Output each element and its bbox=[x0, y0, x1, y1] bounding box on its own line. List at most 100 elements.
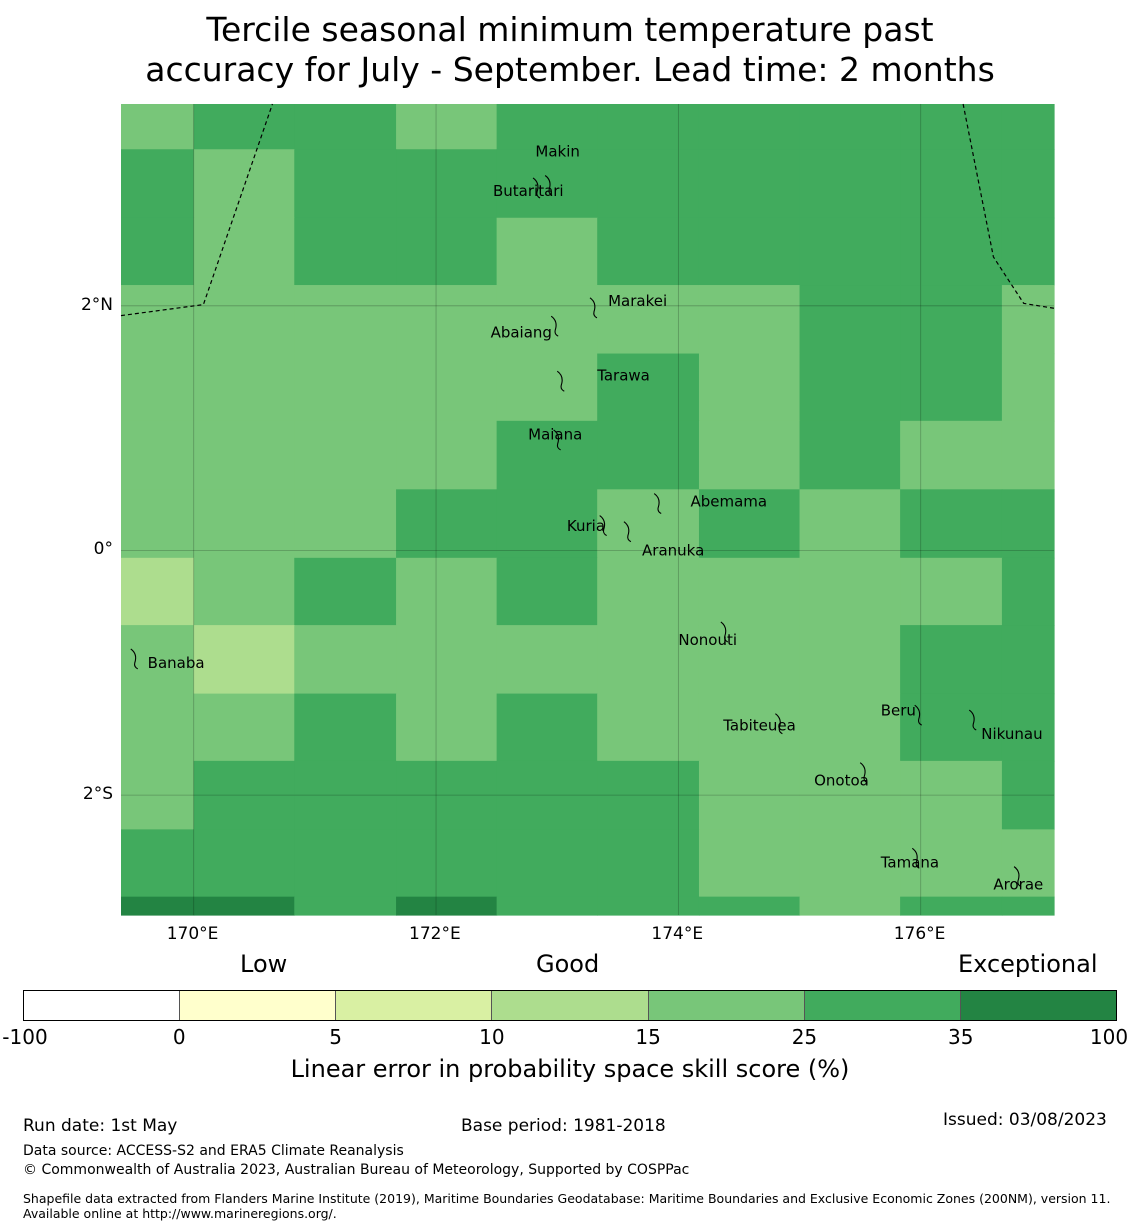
longitude-tick-label: 170°E bbox=[166, 924, 219, 944]
skill-cell bbox=[496, 829, 598, 898]
skill-cell bbox=[597, 625, 700, 695]
longitude-tick-label: 172°E bbox=[409, 924, 461, 944]
island-label: Banaba bbox=[148, 654, 205, 672]
skill-cell bbox=[799, 760, 901, 830]
shapefile-credit: Shapefile data extracted from Flanders M… bbox=[23, 1191, 1111, 1221]
skill-cell bbox=[193, 149, 295, 219]
skill-cell bbox=[294, 149, 397, 219]
island-outline bbox=[653, 493, 662, 515]
skill-cell bbox=[799, 557, 901, 626]
map-title: Tercile seasonal minimum temperature pas… bbox=[0, 10, 1140, 90]
skill-cell bbox=[294, 625, 397, 695]
skill-cell bbox=[1001, 217, 1055, 286]
island-outline bbox=[1013, 866, 1022, 888]
skill-cell bbox=[193, 353, 295, 422]
latitude-tick-label: 2°S bbox=[82, 784, 113, 805]
run-date: Run date: 1st May bbox=[23, 1116, 178, 1136]
skill-cell bbox=[799, 217, 901, 286]
colorbar-tick-label: 35 bbox=[947, 1025, 974, 1049]
issued-date: Issued: 03/08/2023 bbox=[943, 1110, 1107, 1130]
skill-cell bbox=[121, 896, 195, 916]
skill-cell bbox=[193, 557, 295, 626]
island-outline bbox=[589, 297, 598, 319]
skill-cell bbox=[121, 693, 195, 762]
skill-cell bbox=[121, 625, 195, 695]
skill-cell bbox=[900, 217, 1003, 286]
skill-cell bbox=[799, 420, 901, 490]
skill-cell bbox=[121, 420, 195, 490]
island-label: Makin bbox=[535, 143, 580, 161]
skill-cell bbox=[496, 760, 598, 830]
skill-cell bbox=[496, 420, 598, 490]
skill-cell bbox=[900, 104, 1003, 150]
island-labels: Makin Butaritari Marakei Abaiang Tarawa Maian… bbox=[148, 143, 1044, 894]
colorbar-segment bbox=[960, 991, 1116, 1020]
colorbar bbox=[23, 990, 1117, 1021]
island-shapes bbox=[130, 175, 1022, 888]
skill-cell bbox=[1001, 285, 1055, 355]
skill-cell bbox=[900, 625, 1003, 695]
skill-cell bbox=[396, 489, 498, 559]
skill-cell bbox=[597, 557, 700, 626]
skill-cell bbox=[193, 217, 295, 286]
colorbar-tick-label: 25 bbox=[791, 1025, 818, 1049]
skill-cell bbox=[1001, 625, 1055, 695]
colorbar-segment bbox=[24, 991, 181, 1020]
skill-cell bbox=[396, 420, 498, 490]
island-label: Nikunau bbox=[981, 725, 1042, 743]
skill-cell bbox=[799, 489, 901, 559]
skill-cell bbox=[121, 829, 195, 898]
skill-cell bbox=[698, 829, 801, 898]
skill-cell bbox=[698, 353, 801, 422]
island-outline bbox=[550, 315, 559, 337]
colorbar-tick-label: 100 bbox=[1089, 1025, 1129, 1049]
map-title-line-1: Tercile seasonal minimum temperature pas… bbox=[206, 10, 934, 49]
skill-cell bbox=[396, 829, 498, 898]
skill-cell bbox=[294, 285, 397, 355]
skill-cell bbox=[1001, 104, 1055, 150]
island-label: Tarawa bbox=[596, 367, 650, 385]
skill-cell bbox=[1001, 760, 1055, 830]
map-canvas: Makin Butaritari Marakei Abaiang Tarawa Maian… bbox=[120, 103, 1055, 916]
skill-cell bbox=[900, 489, 1003, 559]
category-low: Low bbox=[240, 950, 288, 978]
skill-cell bbox=[900, 149, 1003, 219]
skill-cell bbox=[698, 285, 801, 355]
skill-cell bbox=[496, 896, 598, 916]
skill-cell bbox=[496, 217, 598, 286]
skill-cell bbox=[294, 217, 397, 286]
skill-cell bbox=[597, 285, 700, 355]
colorbar-segment bbox=[180, 991, 337, 1020]
skill-cell bbox=[496, 625, 598, 695]
island-outline bbox=[544, 175, 553, 197]
skill-cell bbox=[294, 104, 397, 150]
island-label: Beru bbox=[881, 702, 916, 720]
island-outline bbox=[532, 177, 541, 199]
skill-cell bbox=[396, 353, 498, 422]
colorbar-label: Linear error in probability space skill … bbox=[290, 1055, 850, 1083]
skill-cell bbox=[121, 557, 195, 626]
skill-cell bbox=[496, 353, 598, 422]
island-outline bbox=[911, 847, 920, 869]
colorbar-segment bbox=[648, 991, 805, 1020]
colorbar-tick-label: -100 bbox=[2, 1025, 48, 1049]
island-outline bbox=[968, 709, 977, 731]
skill-cell bbox=[900, 557, 1003, 626]
skill-cell bbox=[294, 693, 397, 762]
island-label: Tabiteuea bbox=[722, 716, 796, 734]
skill-cell bbox=[597, 760, 700, 830]
eez-boundary-line bbox=[962, 103, 1055, 309]
island-outline bbox=[720, 621, 729, 643]
skill-cell bbox=[799, 693, 901, 762]
skill-cell bbox=[193, 760, 295, 830]
skill-cell bbox=[698, 104, 801, 150]
island-label: Onotoa bbox=[814, 771, 869, 789]
skill-cell bbox=[396, 149, 498, 219]
skill-cell bbox=[496, 104, 598, 150]
skill-cell bbox=[396, 104, 498, 150]
skill-cell bbox=[121, 489, 195, 559]
skill-cell bbox=[799, 353, 901, 422]
skill-cell bbox=[900, 420, 1003, 490]
skill-cell bbox=[121, 104, 195, 150]
latitude-tick-label: 0° bbox=[93, 539, 113, 560]
